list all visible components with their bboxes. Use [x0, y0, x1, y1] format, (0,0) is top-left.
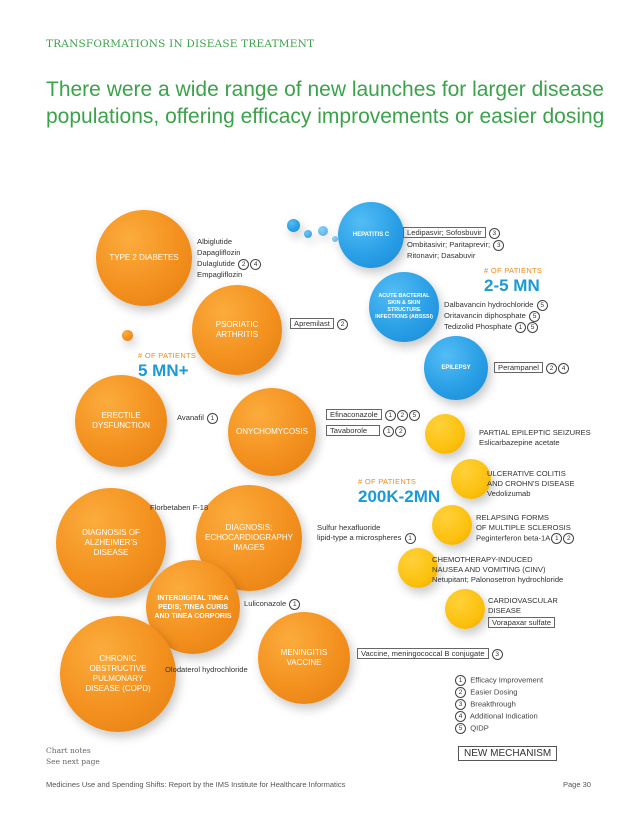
decor-bubble [304, 230, 312, 238]
patients-value-small: 200K-2MN [358, 487, 441, 506]
circle-epilepsy: EPILEPSY [424, 336, 488, 400]
drug-label: Apremilast 2 [290, 318, 348, 330]
legend-item: 4 Additional Indication [454, 711, 538, 722]
decor-bubble [122, 330, 133, 341]
note-marker: 1 [515, 321, 527, 333]
disease-label: DIAGNOSIS; ECHOCARDIOGRAPHY IMAGES [204, 523, 293, 552]
note-marker: 1 [383, 425, 395, 437]
drug-label: Empagliflozin [197, 270, 243, 279]
headline: There were a wide range of new launches … [46, 78, 605, 128]
page-number: Page 30 [563, 780, 591, 789]
patients-value-large: 5 MN+ [138, 361, 189, 380]
note-marker: 1 [207, 412, 219, 424]
patients-label-small: # OF PATIENTS [358, 477, 417, 486]
drug-label: Avanafil 1 [177, 412, 219, 424]
circle-multiple-sclerosis [432, 505, 472, 545]
note-marker: 5 [408, 409, 420, 421]
decor-bubble [287, 219, 300, 232]
note-marker: 4 [250, 258, 262, 270]
disease-label: DIAGNOSIS OF ALZHEIMER'S DISEASE [82, 528, 140, 557]
drug-label: Olodaterol hydrochloride [165, 665, 248, 674]
note-marker: 5 [527, 321, 539, 333]
circle-cardiovascular [445, 589, 485, 629]
drug-label: Vaccine, meningococcal B conjugate 3 [357, 648, 503, 660]
small-group-text: CHEMOTHERAPY-INDUCED NAUSEA AND VOMITING… [432, 555, 564, 584]
circle-psoriatic-arthritis: PSORIATIC ARTHRITIS [192, 285, 282, 375]
note-marker: 1 [289, 598, 301, 610]
small-group-text: CARDIOVASCULAR DISEASE Vorapaxar sulfate [488, 596, 558, 628]
drug-label: Albiglutide [197, 237, 233, 246]
drug-label: Florbetaben F-18 [150, 503, 209, 512]
small-group-text: PARTIAL EPILEPTIC SEIZURES Eslicarbazepi… [479, 428, 591, 447]
note-marker: 3 [488, 227, 500, 239]
circle-meningitis: MENINGITIS VACCINE [258, 612, 350, 704]
legend-item: 3 Breakthrough [454, 699, 516, 710]
note-marker: 2 [546, 362, 558, 374]
drug-label: Ombitasivir; Paritaprevir; 3 [407, 239, 505, 251]
decor-bubble [318, 226, 328, 236]
chart-notes-see: See next page [46, 757, 100, 766]
circle-partial-epileptic-seizures [425, 414, 465, 454]
circle-erectile-dysfunction: ERECTILE DYSFUNCTION [75, 375, 167, 467]
note-marker: 3 [491, 648, 503, 660]
circle-hepatitis-c: HEPATITIS C [338, 202, 404, 268]
note-marker: 1 [404, 532, 416, 544]
legend-item: 5 QIDP [454, 723, 489, 734]
circle-absssi: ACUTE BACTERIAL SKIN & SKIN STRUCTURE IN… [369, 272, 439, 342]
note-marker: 2 [395, 425, 407, 437]
patients-value-medium: 2-5 MN [484, 276, 540, 295]
section-title: TRANSFORMATIONS IN DISEASE TREATMENT [46, 38, 315, 50]
disease-label: ACUTE BACTERIAL SKIN & SKIN STRUCTURE IN… [375, 292, 433, 321]
legend-item: 2 Easier Dosing [454, 687, 518, 698]
small-group-text: RELAPSING FORMS OF MULTIPLE SCLEROSIS Pe… [476, 513, 575, 544]
chart-notes: Chart notes [46, 746, 91, 755]
note-marker: 1 [551, 533, 563, 544]
note-marker: 1 [384, 409, 396, 421]
drug-label: Ledipasvir; Sofosbuvir 3 [403, 227, 500, 239]
drug-label: Ritonavir; Dasabuvir [407, 251, 476, 260]
note-marker: 2 [238, 258, 250, 270]
new-mechanism-box: NEW MECHANISM [458, 746, 558, 761]
disease-label: INTERDIGITAL TINEA PEDIS; TINEA CURIS AN… [154, 594, 232, 620]
note-marker: 4 [558, 362, 570, 374]
decor-bubble [332, 236, 338, 242]
circle-alzheimers: DIAGNOSIS OF ALZHEIMER'S DISEASE [56, 488, 166, 598]
disease-label: ERECTILE DYSFUNCTION [92, 411, 150, 430]
circle-type2-diabetes: TYPE 2 DIABETES [96, 210, 192, 306]
drug-label: Sulfur hexafluoride [317, 523, 381, 532]
circle-copd: CHRONIC OBSTRUCTIVE PULMONARY DISEASE (C… [60, 616, 176, 732]
small-group-text: ULCERATIVE COLITIS AND CROHN'S DISEASE V… [487, 469, 575, 498]
note-marker: 3 [493, 239, 505, 251]
disease-label: TYPE 2 DIABETES [109, 253, 179, 262]
drug-label: Luliconazole 1 [244, 598, 301, 610]
disease-label: ONYCHOMYCOSIS [235, 427, 308, 436]
drug-label: Dapagliflozin [197, 248, 241, 257]
disease-label: MENINGITIS VACCINE [280, 648, 328, 667]
drug-label: lipid-type a microspheres 1 [317, 532, 416, 544]
note-marker: 2 [396, 409, 408, 421]
note-marker: 5 [529, 310, 541, 322]
note-marker: 2 [337, 318, 348, 330]
disease-label: EPILEPSY [441, 365, 471, 371]
circle-ulcerative-colitis [451, 459, 491, 499]
circle-cinv [398, 548, 438, 588]
circle-onychomycosis: ONYCHOMYCOSIS [228, 388, 316, 476]
legend-item: 1 Efficacy Improvement [454, 675, 543, 686]
drug-label: Oritavancin diphosphate 5 [444, 310, 541, 322]
patients-label-medium: # OF PATIENTS [484, 266, 543, 275]
note-marker: 2 [563, 533, 575, 544]
patients-label-large: # OF PATIENTS [138, 351, 197, 360]
note-marker: 5 [536, 299, 548, 311]
disease-label: PSORIATIC ARTHRITIS [215, 320, 259, 339]
footer-source: Medicines Use and Spending Shifts: Repor… [46, 780, 346, 789]
drug-label: Dalbavancin hydrochloride 5 [444, 299, 548, 311]
disease-label: CHRONIC OBSTRUCTIVE PULMONARY DISEASE (C… [85, 654, 151, 693]
disease-label: HEPATITIS C [352, 232, 390, 238]
